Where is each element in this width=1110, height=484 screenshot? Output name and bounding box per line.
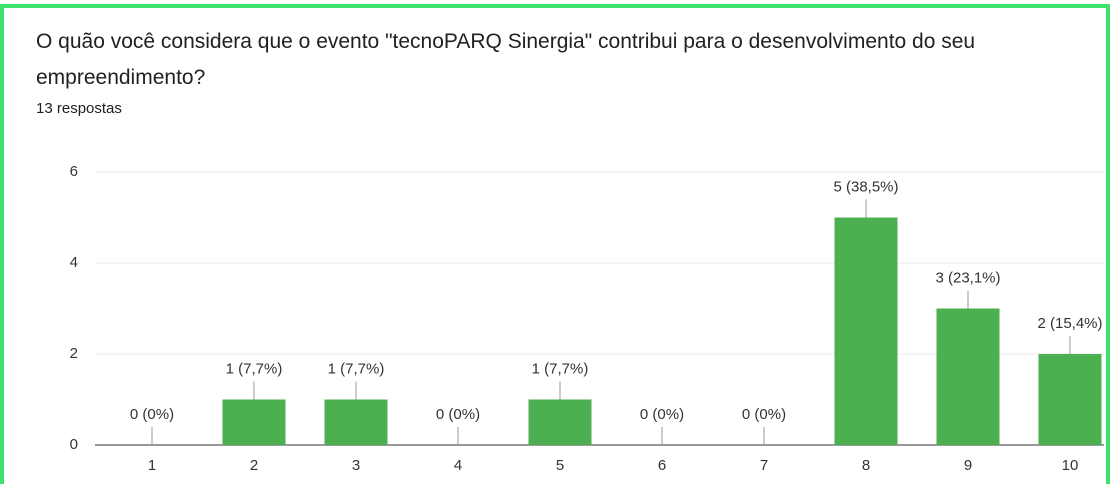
x-tick-label: 7 — [760, 457, 768, 474]
x-tick-label: 4 — [454, 457, 462, 474]
value-label: 0 (0%) — [436, 406, 480, 423]
value-label: 3 (23,1%) — [935, 269, 1000, 286]
x-tick-label: 6 — [658, 457, 666, 474]
value-label: 0 (0%) — [640, 406, 684, 423]
bar — [834, 217, 898, 445]
x-tick-label: 5 — [556, 457, 564, 474]
bar — [1038, 354, 1102, 445]
value-label: 5 (38,5%) — [833, 178, 898, 195]
bar — [324, 399, 388, 445]
x-tick-label: 3 — [352, 457, 360, 474]
value-label: 1 (7,7%) — [532, 360, 589, 377]
x-tick-label: 9 — [964, 457, 972, 474]
bar — [936, 308, 1000, 445]
x-tick-label: 1 — [148, 457, 156, 474]
value-label: 1 (7,7%) — [226, 360, 283, 377]
value-label: 0 (0%) — [130, 406, 174, 423]
frame — [0, 4, 1110, 484]
y-tick-label: 2 — [70, 345, 78, 362]
y-tick-label: 4 — [70, 254, 78, 271]
y-tick-label: 6 — [70, 163, 78, 180]
x-tick-label: 2 — [250, 457, 258, 474]
x-tick-label: 10 — [1062, 457, 1079, 474]
value-label: 1 (7,7%) — [328, 360, 385, 377]
bar — [222, 399, 286, 445]
value-label: 2 (15,4%) — [1037, 315, 1102, 332]
chart-title: O quão você considera que o evento "tecn… — [36, 30, 976, 89]
chart-subtitle: 13 respostas — [36, 100, 122, 117]
bar — [528, 399, 592, 445]
y-tick-label: 0 — [70, 436, 78, 453]
x-tick-label: 8 — [862, 457, 870, 474]
value-label: 0 (0%) — [742, 406, 786, 423]
